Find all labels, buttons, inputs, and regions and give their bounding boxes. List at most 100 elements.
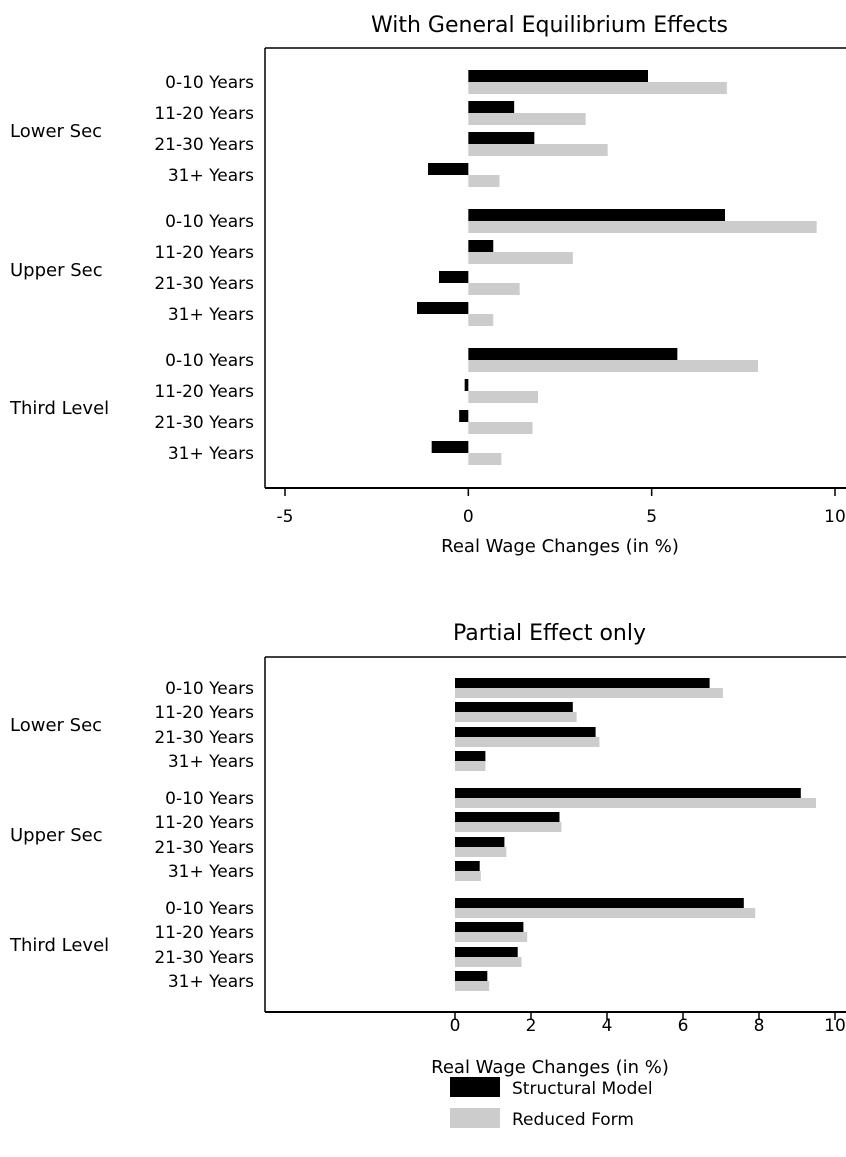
bar-structural-model xyxy=(455,898,744,908)
category-label: 0-10 Years xyxy=(165,212,254,232)
bar-structural-model xyxy=(464,379,469,391)
bar-reduced-form xyxy=(455,932,528,942)
x-axis-label: Real Wage Changes (in %) xyxy=(441,536,679,557)
bar-reduced-form xyxy=(468,113,586,125)
bar-reduced-form xyxy=(468,221,817,233)
bar-reduced-form xyxy=(468,360,758,372)
category-label: 21-30 Years xyxy=(154,728,254,748)
bar-reduced-form xyxy=(468,82,727,94)
chart-general-equilibrium: With General Equilibrium Effects -5 0 5 10 Re… xyxy=(9,13,846,557)
group-label: Third Level xyxy=(9,935,109,956)
bar-structural-model xyxy=(455,947,518,957)
category-label: 21-30 Years xyxy=(154,948,254,968)
x-tick-label: 0 xyxy=(450,1016,461,1036)
category-label: 0-10 Years xyxy=(165,351,254,371)
bar-structural-model xyxy=(468,70,648,82)
legend-label: Reduced Form xyxy=(512,1110,634,1130)
x-tick-label: 0 xyxy=(463,507,474,527)
category-label: 21-30 Years xyxy=(154,274,254,294)
bar-reduced-form xyxy=(455,798,816,808)
category-label: 31+ Years xyxy=(168,972,254,992)
bar-structural-model xyxy=(468,209,725,221)
category-label: 21-30 Years xyxy=(154,838,254,858)
bar-reduced-form xyxy=(468,144,608,156)
bar-structural-model xyxy=(468,240,494,252)
category-label: 0-10 Years xyxy=(165,789,254,809)
legend-label: Structural Model xyxy=(512,1079,653,1099)
x-tick-label: 5 xyxy=(646,507,657,527)
legend: Structural Model Reduced Form xyxy=(450,1077,653,1130)
category-label: 31+ Years xyxy=(168,166,254,186)
category-label: 31+ Years xyxy=(168,752,254,772)
category-label: 0-10 Years xyxy=(165,899,254,919)
x-tick-label: 8 xyxy=(754,1016,765,1036)
bar-structural-model xyxy=(455,702,573,712)
category-label: 11-20 Years xyxy=(154,382,254,402)
category-label: 11-20 Years xyxy=(154,243,254,263)
bar-structural-model xyxy=(455,751,486,761)
category-label: 31+ Years xyxy=(168,444,254,464)
bar-structural-model xyxy=(455,727,596,737)
bar-reduced-form xyxy=(455,847,507,857)
legend-swatch xyxy=(450,1108,500,1128)
bar-reduced-form xyxy=(468,391,538,403)
category-label: 0-10 Years xyxy=(165,73,254,93)
bar-reduced-form xyxy=(468,314,494,326)
bar-structural-model xyxy=(455,678,710,688)
x-tick-label: 2 xyxy=(526,1016,537,1036)
bar-reduced-form xyxy=(455,981,490,991)
bar-structural-model xyxy=(455,922,524,932)
group-label: Upper Sec xyxy=(10,825,103,846)
bar-reduced-form xyxy=(455,957,522,967)
group-label: Lower Sec xyxy=(10,715,102,736)
bar-structural-model xyxy=(468,132,535,144)
x-axis-label: Real Wage Changes (in %) xyxy=(431,1057,669,1078)
group-label: Upper Sec xyxy=(10,260,103,281)
category-label: 11-20 Years xyxy=(154,923,254,943)
bar-reduced-form xyxy=(455,871,481,881)
category-label: 11-20 Years xyxy=(154,813,254,833)
x-tick-label: -5 xyxy=(277,507,294,527)
x-tick-label: 10 xyxy=(824,507,846,527)
bar-reduced-form xyxy=(455,688,723,698)
x-tick-label: 6 xyxy=(678,1016,689,1036)
bar-structural-model xyxy=(468,348,678,360)
category-label: 11-20 Years xyxy=(154,104,254,124)
chart-partial-effect: Partial Effect only 0 2 4 6 8 10 Real Wage Chan… xyxy=(9,621,846,1078)
x-tick-label: 4 xyxy=(602,1016,613,1036)
bar-structural-model xyxy=(428,163,469,175)
category-label: 31+ Years xyxy=(168,305,254,325)
bar-reduced-form xyxy=(455,712,577,722)
bar-reduced-form xyxy=(455,908,756,918)
bar-structural-model xyxy=(468,101,515,113)
bar-structural-model xyxy=(417,302,469,314)
category-label: 21-30 Years xyxy=(154,135,254,155)
bar-structural-model xyxy=(455,788,801,798)
bar-reduced-form xyxy=(455,822,562,832)
bar-structural-model xyxy=(431,441,469,453)
bar-structural-model xyxy=(455,812,560,822)
group-label: Third Level xyxy=(9,398,109,419)
bar-reduced-form xyxy=(468,453,502,465)
bar-structural-model xyxy=(439,271,469,283)
group-label: Lower Sec xyxy=(10,121,102,142)
legend-swatch xyxy=(450,1077,500,1097)
bar-reduced-form xyxy=(468,252,573,264)
bar-structural-model xyxy=(459,410,469,422)
bar-reduced-form xyxy=(455,737,600,747)
category-label: 31+ Years xyxy=(168,862,254,882)
bar-reduced-form xyxy=(468,422,533,434)
category-label: 11-20 Years xyxy=(154,703,254,723)
bar-reduced-form xyxy=(455,761,486,771)
bar-structural-model xyxy=(455,837,505,847)
bar-structural-model xyxy=(455,971,488,981)
chart-title: With General Equilibrium Effects xyxy=(371,13,728,38)
x-tick-label: 10 xyxy=(824,1016,846,1036)
bar-structural-model xyxy=(455,861,480,871)
bar-reduced-form xyxy=(468,175,500,187)
category-label: 21-30 Years xyxy=(154,413,254,433)
chart-title: Partial Effect only xyxy=(453,621,646,646)
category-label: 0-10 Years xyxy=(165,679,254,699)
bar-reduced-form xyxy=(468,283,520,295)
